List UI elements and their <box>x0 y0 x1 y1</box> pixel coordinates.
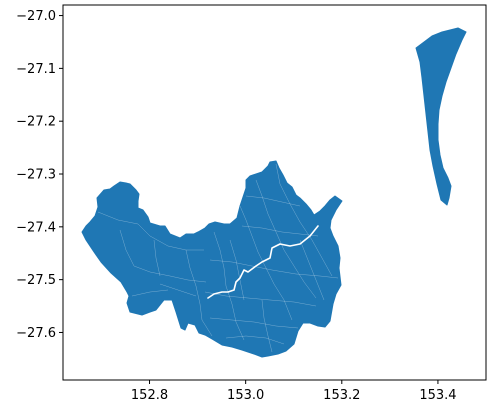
y-tick-label: −27.1 <box>16 62 56 77</box>
y-tick-label: −27.4 <box>16 220 56 235</box>
x-tick-label: 153.2 <box>323 388 360 403</box>
y-tick-label: −27.0 <box>16 9 56 24</box>
x-axis: 152.8 153.0 153.2 153.4 <box>131 380 457 403</box>
x-tick-label: 153.0 <box>227 388 264 403</box>
y-tick-label: −27.2 <box>16 115 56 130</box>
main-region <box>81 160 343 358</box>
island-shape <box>415 27 467 206</box>
x-tick-label: 152.8 <box>131 388 168 403</box>
y-tick-label: −27.6 <box>16 326 56 341</box>
island-region <box>415 27 467 206</box>
suburb-boundaries <box>97 163 339 353</box>
main-region-shape <box>81 160 343 358</box>
y-tick-label: −27.3 <box>16 168 56 183</box>
river <box>207 225 319 299</box>
y-axis: −27.0 −27.1 −27.2 −27.3 −27.4 −27.5 −27.6 <box>16 9 63 341</box>
axes-frame <box>62 4 487 381</box>
x-tick-label: 153.4 <box>419 388 456 403</box>
y-tick-label: −27.5 <box>16 273 56 288</box>
